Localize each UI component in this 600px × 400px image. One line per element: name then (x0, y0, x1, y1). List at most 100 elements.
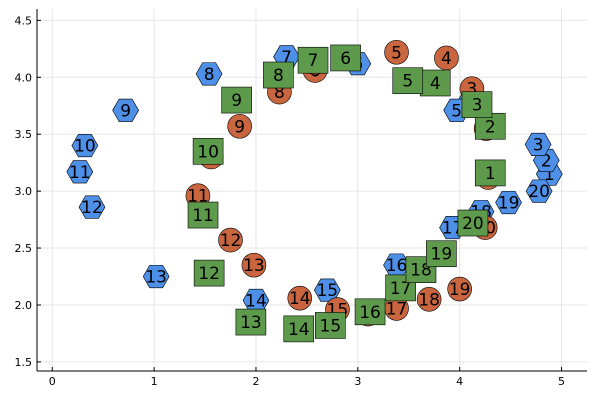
point-label: 8 (273, 66, 284, 86)
point-label: 11 (69, 163, 91, 183)
point-label: 14 (288, 320, 310, 340)
y-tick-label: 2.0 (15, 299, 33, 312)
hexagon-point-20: 20 (525, 179, 553, 203)
x-tick-label: 5 (558, 375, 565, 388)
hexagon-point-10: 10 (71, 134, 99, 158)
circle-point-5: 5 (384, 39, 409, 65)
point-label: 9 (234, 117, 245, 137)
point-label: 11 (187, 187, 209, 207)
point-label: 15 (316, 281, 338, 301)
point-label: 3 (466, 80, 477, 100)
point-label: 13 (240, 313, 262, 333)
point-label: 20 (528, 182, 550, 202)
x-tick-label: 4 (456, 375, 463, 388)
circle-point-19: 19 (447, 276, 472, 302)
point-label: 7 (308, 51, 319, 71)
hexagon-marker (142, 264, 170, 289)
x-tick-label: 0 (49, 375, 56, 388)
point-label: 19 (449, 280, 471, 300)
point-label: 10 (74, 137, 96, 157)
point-label: 8 (274, 83, 285, 103)
square-point-10: 10 (192, 137, 224, 165)
circle-point-4: 4 (434, 45, 459, 71)
point-label: 13 (243, 256, 265, 276)
axes (36, 9, 587, 372)
square-marker (187, 201, 219, 229)
point-label: 9 (231, 91, 242, 111)
square-marker (461, 91, 493, 118)
circle-point-17: 17 (384, 296, 409, 321)
square-marker (354, 298, 386, 326)
point-label: 1 (485, 164, 496, 184)
square-point-13: 13 (235, 308, 267, 336)
point-label: 4 (441, 49, 452, 69)
circle-point-11: 11 (185, 183, 211, 208)
square-marker (235, 308, 267, 336)
hexagon-point-13: 13 (142, 264, 170, 289)
hexagon-marker (495, 190, 522, 215)
square-point-12: 12 (193, 259, 225, 287)
square-marker (392, 67, 424, 95)
square-point-14: 14 (283, 315, 315, 343)
hexagon-marker (71, 134, 99, 158)
grid (37, 9, 587, 371)
square-marker (263, 61, 294, 89)
square-point-4: 4 (419, 69, 451, 97)
hexagon-point-3: 3 (524, 132, 552, 157)
point-label: 14 (245, 291, 267, 311)
circle-marker (218, 227, 243, 253)
y-tick-label: 3.0 (15, 185, 33, 198)
point-label: 1 (544, 165, 555, 185)
hexagon-point-19: 19 (495, 190, 522, 215)
y-tick-label: 1.5 (15, 356, 33, 369)
hexagon-point-8: 8 (195, 62, 223, 86)
square-point-3: 3 (461, 91, 493, 118)
circle-point-12: 12 (218, 227, 243, 253)
point-label: 2 (485, 117, 496, 137)
point-label: 7 (281, 48, 292, 68)
hexagon-point-14: 14 (242, 288, 270, 312)
point-label: 9 (120, 101, 131, 121)
point-label: 13 (145, 268, 167, 288)
tick-labels: 0 1 2 3 4 51.52.02.53.03.54.04.5 (15, 14, 566, 388)
point-label: 3 (472, 96, 483, 116)
hexagon-point-12: 12 (78, 195, 106, 219)
point-label: 12 (198, 264, 220, 284)
square-point-15: 15 (315, 312, 346, 339)
square-point-8: 8 (263, 61, 294, 89)
square-marker (426, 240, 457, 268)
square-point-16: 16 (354, 298, 386, 326)
y-tick-label: 3.5 (15, 128, 33, 141)
square-point-1: 1 (474, 159, 506, 187)
point-label: 17 (390, 279, 412, 299)
square-marker (297, 46, 329, 74)
point-label: 5 (402, 72, 413, 92)
square-marker (474, 159, 506, 187)
square-point-20: 20 (457, 209, 489, 237)
hexagon-point-9: 9 (112, 98, 139, 122)
hexagon-marker (66, 160, 94, 184)
hexagon-point-15: 15 (313, 278, 341, 302)
point-label: 16 (359, 303, 381, 323)
y-tick-label: 2.5 (15, 242, 33, 255)
square-marker (192, 137, 224, 165)
circle-point-13: 13 (241, 252, 267, 278)
square-point-5: 5 (392, 67, 424, 95)
circle-marker (227, 113, 252, 139)
x-tick-label: 3 (354, 375, 361, 388)
point-label: 14 (289, 289, 311, 309)
square-point-7: 7 (297, 46, 329, 74)
hexagon-point-16: 16 (383, 253, 410, 277)
y-tick-label: 4.0 (15, 71, 33, 84)
point-label: 4 (430, 74, 441, 94)
point-label: 10 (197, 142, 219, 162)
square-point-11: 11 (187, 201, 219, 229)
point-label: 3 (533, 135, 544, 155)
square-marker (283, 315, 315, 343)
circle-point-18: 18 (416, 286, 442, 312)
circle-marker (287, 285, 313, 311)
point-label: 20 (462, 214, 484, 234)
point-label: 5 (391, 43, 402, 63)
